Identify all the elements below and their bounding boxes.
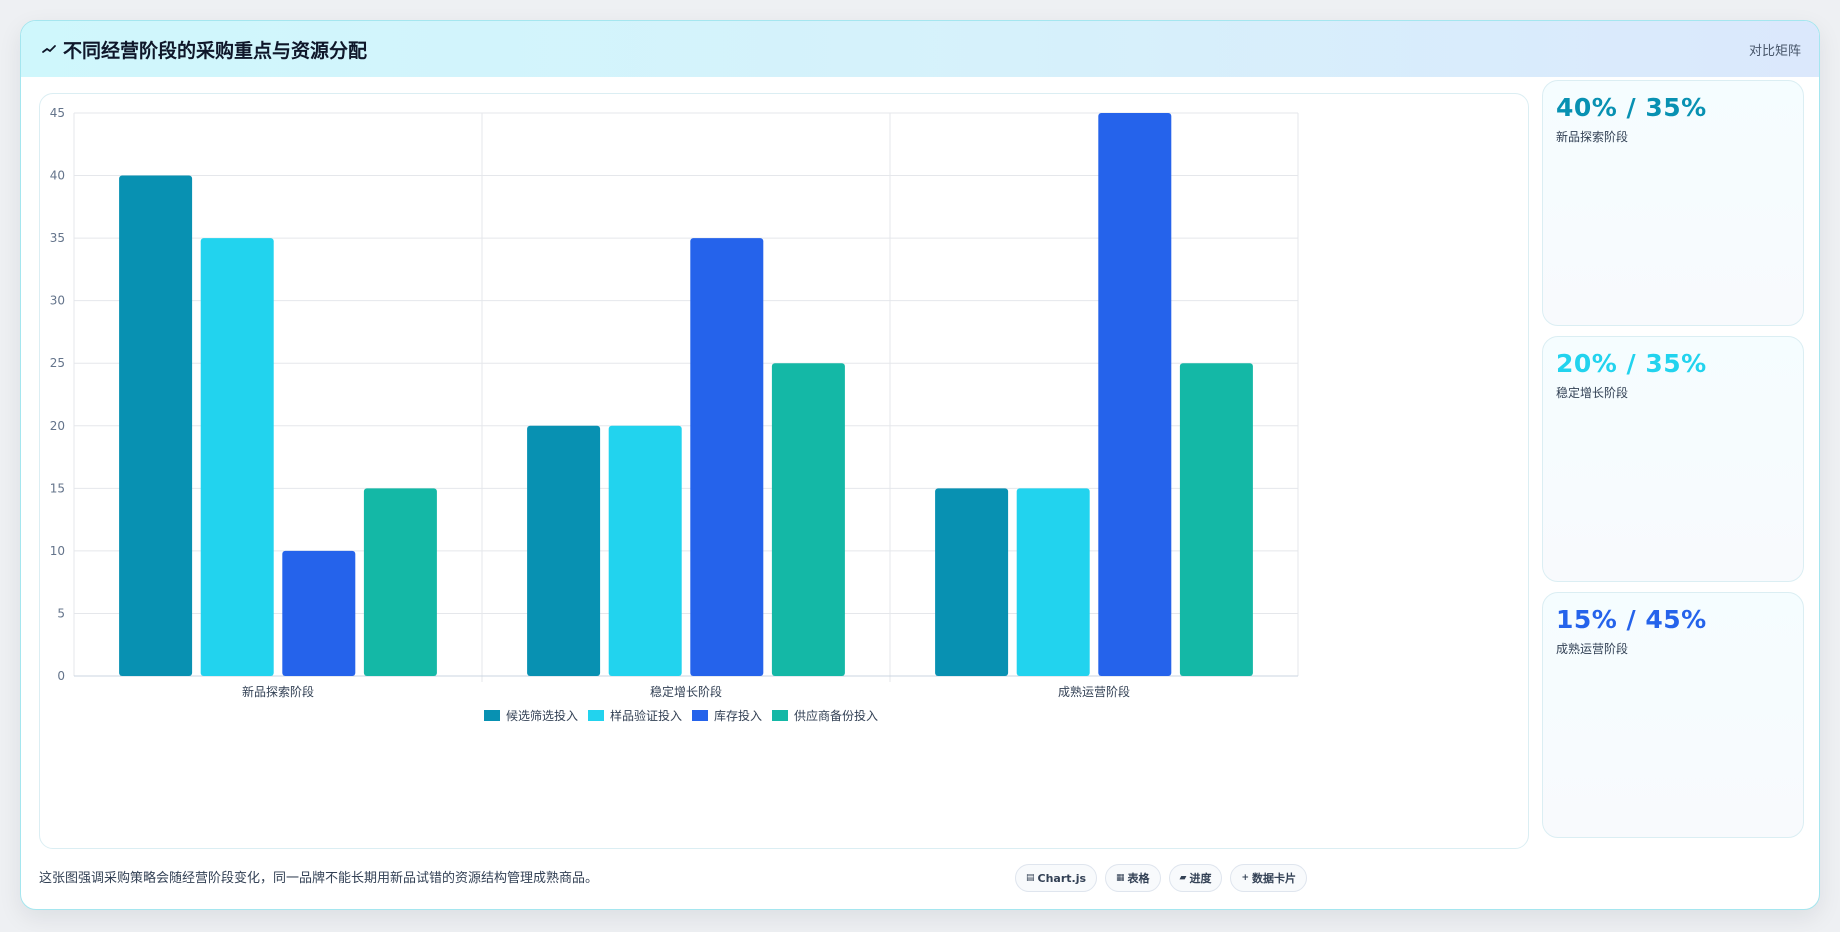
bar	[1016, 488, 1090, 676]
chip-progress[interactable]: ▰ 进度	[1168, 864, 1223, 892]
bar	[363, 488, 437, 676]
chip-label: 表格	[1127, 872, 1150, 885]
legend-label: 样品验证投入	[610, 708, 682, 723]
y-tick-label: 5	[57, 606, 65, 620]
x-tick-label: 新品探索阶段	[242, 684, 314, 699]
y-tick-label: 15	[50, 481, 65, 495]
bar	[119, 175, 193, 677]
chip-chartjs[interactable]: ▤ Chart.js	[1015, 864, 1098, 892]
chart-card: 不同经营阶段的采购重点与资源分配 对比矩阵 0 5 10 15 20 25 30 35 40 45…	[20, 20, 1820, 910]
legend-label: 库存投入	[714, 708, 762, 723]
y-tick-label: 0	[57, 669, 65, 683]
chip-label: 进度	[1189, 872, 1212, 885]
footer-note: 这张图强调采购策略会随经营阶段变化，同一品牌不能长期用新品试错的资源结构管理成熟…	[39, 871, 599, 886]
bar	[1098, 113, 1172, 676]
stat-value: 15% / 45%	[1556, 605, 1707, 634]
chip-label: Chart.js	[1037, 871, 1087, 885]
card-header: 不同经营阶段的采购重点与资源分配 对比矩阵	[21, 21, 1819, 77]
bar	[608, 425, 682, 676]
y-tick-label: 25	[50, 356, 65, 370]
bar	[282, 550, 356, 676]
stat-card-2: 20% / 35% 稳定增长阶段	[1542, 336, 1804, 582]
progress-icon: ▰	[1179, 873, 1187, 883]
bar	[200, 238, 274, 676]
stat-card-1: 40% / 35% 新品探索阶段	[1542, 80, 1804, 326]
y-tick-label: 40	[50, 169, 65, 183]
page-title: 不同经营阶段的采购重点与资源分配	[63, 39, 368, 62]
chip-table[interactable]: ▦ 表格	[1105, 864, 1161, 892]
bar	[1179, 363, 1253, 676]
view-mode-label[interactable]: 对比矩阵	[1748, 43, 1801, 59]
trend-line-icon	[42, 45, 56, 53]
x-tick-label: 成熟运营阶段	[1058, 684, 1130, 699]
chip-data-card[interactable]: + 数据卡片	[1230, 864, 1308, 892]
stat-value: 40% / 35%	[1556, 93, 1707, 122]
stat-value: 20% / 35%	[1556, 349, 1707, 378]
stat-label: 稳定增长阶段	[1556, 386, 1629, 400]
legend-swatch	[484, 710, 500, 721]
bar	[935, 488, 1009, 676]
y-tick-label: 10	[50, 544, 65, 558]
stat-label: 新品探索阶段	[1556, 130, 1629, 144]
legend-swatch	[772, 710, 788, 721]
format-chips: ▤ Chart.js ▦ 表格 ▰ 进度 + 数据卡片	[1015, 864, 1308, 892]
x-tick-label: 稳定增长阶段	[650, 684, 722, 699]
y-tick-label: 35	[50, 231, 65, 245]
plus-icon: +	[1241, 873, 1250, 883]
legend-swatch	[692, 710, 708, 721]
y-tick-label: 45	[50, 106, 65, 120]
bar	[690, 238, 764, 676]
chart-icon: ▤	[1026, 873, 1035, 883]
table-icon: ▦	[1116, 873, 1125, 883]
bar	[771, 363, 845, 676]
legend-swatch	[588, 710, 604, 721]
stat-label: 成熟运营阶段	[1556, 642, 1629, 656]
bar-chart: 0 5 10 15 20 25 30 35 40 45 新品探索阶段 稳定增长阶段 成熟运营阶段候选筛选…	[50, 106, 1299, 723]
y-tick-label: 30	[50, 294, 65, 308]
legend-label: 供应商备份投入	[794, 708, 878, 723]
bar	[527, 425, 601, 676]
legend-label: 候选筛选投入	[506, 708, 578, 723]
chip-label: 数据卡片	[1252, 872, 1297, 885]
y-tick-label: 20	[50, 419, 65, 433]
stat-card-3: 15% / 45% 成熟运营阶段	[1542, 592, 1804, 838]
chart-panel: 0 5 10 15 20 25 30 35 40 45 新品探索阶段 稳定增长阶段 成熟运营阶段候选筛选…	[39, 93, 1529, 849]
